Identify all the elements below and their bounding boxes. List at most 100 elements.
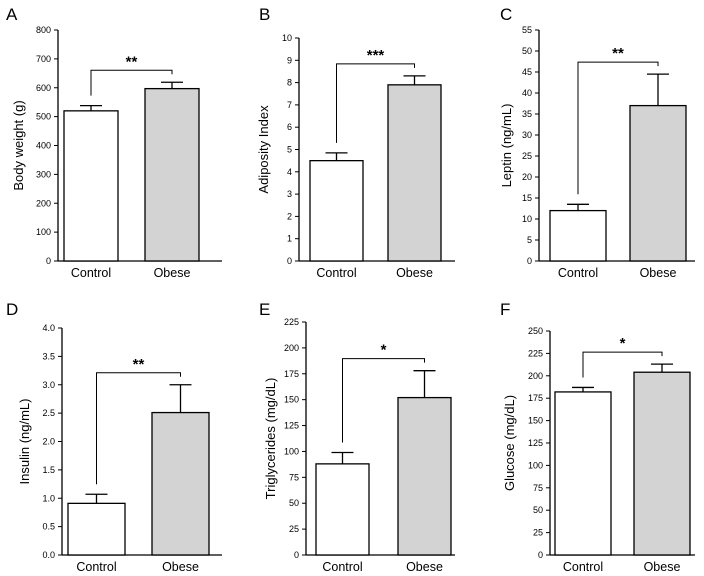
bar-control: [67, 502, 126, 556]
y-tick-label: 800: [36, 25, 51, 35]
y-tick-label: 3.0: [42, 380, 55, 390]
panel-letter-f: F: [500, 300, 510, 319]
y-tick-label: 125: [284, 421, 299, 431]
x-category-label: Control: [558, 266, 598, 280]
x-category-label: Control: [71, 266, 111, 280]
significance-label: **: [612, 45, 624, 62]
y-tick-label: 55: [522, 25, 532, 35]
bar-obese: [397, 396, 452, 556]
x-category-label: Obese: [406, 560, 443, 574]
panel-letter-b: B: [259, 5, 270, 24]
significance-label: *: [620, 335, 626, 352]
y-tick-label: 0: [294, 550, 299, 560]
y-tick-label: 50: [289, 498, 299, 508]
y-tick-label: 2: [287, 211, 292, 221]
x-category-label: Control: [316, 266, 356, 280]
y-tick-label: 500: [36, 112, 51, 122]
y-tick-label: 15: [522, 193, 532, 203]
y-tick-label: 25: [289, 524, 299, 534]
y-tick-label: 0: [46, 256, 51, 266]
y-tick-label: 75: [533, 483, 543, 493]
y-tick-label: 1.0: [42, 493, 55, 503]
y-tick-label: 30: [522, 130, 532, 140]
y-tick-label: 200: [284, 343, 299, 353]
y-axis-title: Body weight (g): [11, 100, 26, 190]
y-tick-label: 0: [287, 256, 292, 266]
y-tick-label: 25: [522, 151, 532, 161]
y-tick-label: 300: [36, 169, 51, 179]
panel-a: A 0 100 200 300 400 500 600 700 800 Body weight (g…: [6, 5, 222, 280]
y-axis-title: Insulin (ng/mL): [17, 399, 32, 485]
y-tick-label: 8: [287, 78, 292, 88]
x-category-label: Control: [76, 560, 116, 574]
y-tick-label: 0.0: [42, 550, 55, 560]
x-category-label: Obese: [640, 266, 677, 280]
y-tick-label: 5: [287, 145, 292, 155]
y-tick-label: 125: [528, 438, 543, 448]
y-tick-label: 35: [522, 109, 532, 119]
bar-control: [315, 463, 370, 556]
significance-label: **: [133, 356, 145, 373]
bar-obese: [629, 104, 687, 262]
y-tick-label: 400: [36, 141, 51, 151]
panel-f: F 0 25 50 75 100 125 150 175 200 225 250 Glucose (mg…: [500, 300, 695, 574]
bar-control: [549, 209, 607, 262]
panel-c: C 0 5 10 15 20 25 30 35 40 45 50 55 Leptin (ng/mL) Con…: [499, 5, 695, 280]
y-tick-label: 40: [522, 88, 532, 98]
significance-bracket: [342, 358, 425, 443]
y-tick-label: 20: [522, 172, 532, 182]
y-tick-label: 100: [528, 460, 543, 470]
y-axis-title: Leptin (ng/mL): [499, 104, 514, 188]
y-tick-label: 5: [527, 235, 532, 245]
significance-label: *: [381, 342, 387, 359]
x-category-label: Control: [563, 560, 603, 574]
y-tick-label: 0: [538, 550, 543, 560]
panel-d: D 0.0 0.5 1.0 1.5 2.0 2.5 3.0 3.5 4.0 Insulin (ng/…: [6, 300, 222, 574]
y-tick-label: 3.5: [42, 351, 55, 361]
y-tick-label: 175: [284, 369, 299, 379]
panel-letter-e: E: [259, 300, 270, 319]
y-tick-label: 100: [36, 227, 51, 237]
panel-e: E 0 25 50 75 100 125 150 175 200 225 Triglycerides …: [259, 300, 455, 574]
significance-bracket: [96, 372, 181, 485]
panel-letter-d: D: [6, 300, 18, 319]
x-category-label: Obese: [396, 266, 433, 280]
y-tick-label: 0: [527, 256, 532, 266]
y-tick-label: 2.5: [42, 408, 55, 418]
significance-bracket: [577, 61, 659, 195]
y-tick-label: 250: [528, 326, 543, 336]
bar-obese: [633, 371, 691, 556]
significance-label: ***: [367, 47, 385, 64]
y-tick-label: 150: [284, 395, 299, 405]
y-axis-title: Adiposity Index: [256, 105, 271, 194]
y-tick-label: 200: [528, 371, 543, 381]
y-tick-label: 45: [522, 67, 532, 77]
x-category-label: Obese: [644, 560, 681, 574]
y-tick-label: 10: [282, 33, 292, 43]
y-tick-label: 75: [289, 472, 299, 482]
y-tick-label: 3: [287, 189, 292, 199]
significance-label: **: [126, 53, 138, 70]
y-tick-label: 1.5: [42, 465, 55, 475]
y-tick-label: 600: [36, 83, 51, 93]
y-tick-label: 4.0: [42, 323, 55, 333]
y-tick-label: 700: [36, 54, 51, 64]
y-axis-title: Triglycerides (mg/dL): [263, 378, 278, 500]
y-tick-label: 175: [528, 393, 543, 403]
y-tick-label: 7: [287, 100, 292, 110]
x-category-label: Obese: [154, 266, 191, 280]
x-category-label: Obese: [162, 560, 199, 574]
panel-b: B 0 1 2 3 4 5 6 7 8 9 10 Adiposity Index Control Obese…: [256, 5, 455, 280]
significance-bracket: [90, 69, 173, 96]
y-tick-label: 100: [284, 446, 299, 456]
bar-obese: [144, 87, 200, 262]
y-tick-label: 4: [287, 167, 292, 177]
y-tick-label: 9: [287, 55, 292, 65]
bar-control: [63, 110, 119, 262]
significance-bracket: [582, 351, 663, 378]
bar-control: [309, 159, 364, 262]
y-tick-label: 25: [533, 528, 543, 538]
y-tick-label: 50: [522, 46, 532, 56]
y-tick-label: 6: [287, 122, 292, 132]
